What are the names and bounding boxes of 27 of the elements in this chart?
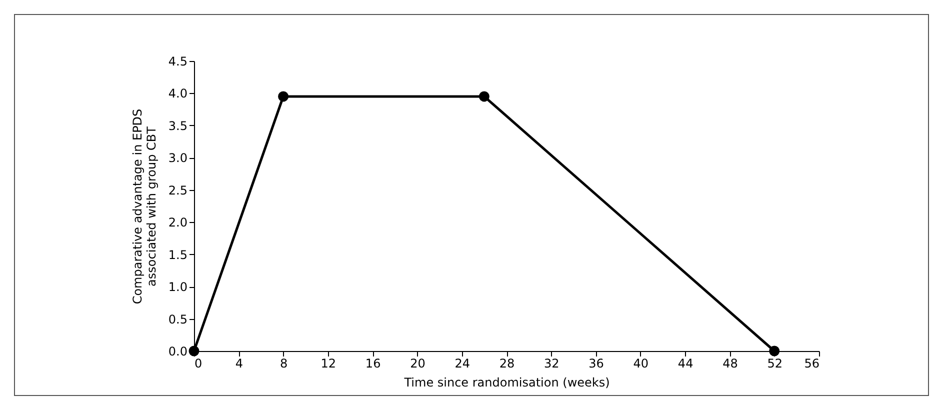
x-tick-label: 44 [678,356,694,370]
y-tick-label: 4.5 [168,54,188,68]
y-tick-label: 0.5 [168,312,188,326]
x-tick-label: 32 [544,356,560,370]
y-tick-label: 3.5 [168,118,188,133]
x-tick-label: 56 [804,356,820,370]
y-tick-label: 2.5 [168,183,188,198]
y-tick-label: 0.0 [168,344,188,358]
x-tick-label: 4 [235,356,243,370]
x-tick-label: 24 [454,356,470,370]
x-tick-label: 8 [280,356,288,370]
x-tick-label: 28 [499,356,515,370]
y-tick-label: 4.0 [168,86,188,101]
y-tick-label: 3.0 [168,151,188,166]
x-tick-label: 40 [633,356,649,370]
x-tick-label: 36 [588,356,604,370]
x-tick-label: 16 [365,356,381,370]
x-tick-label: 0 [194,356,202,370]
x-tick-label: 48 [722,356,738,370]
x-tick-label: 52 [767,356,782,370]
y-tick-label: 1.5 [168,248,188,262]
y-tick-label: 2.0 [168,216,188,230]
x-axis-title: Time since randomisation (weeks) [403,376,610,390]
x-tick-label: 12 [320,356,336,370]
y-tick-label: 1.0 [168,280,188,294]
x-tick-label: 20 [410,356,426,370]
y-axis-title: Comparative advantage in EPDS associated with group CBT [130,108,158,304]
